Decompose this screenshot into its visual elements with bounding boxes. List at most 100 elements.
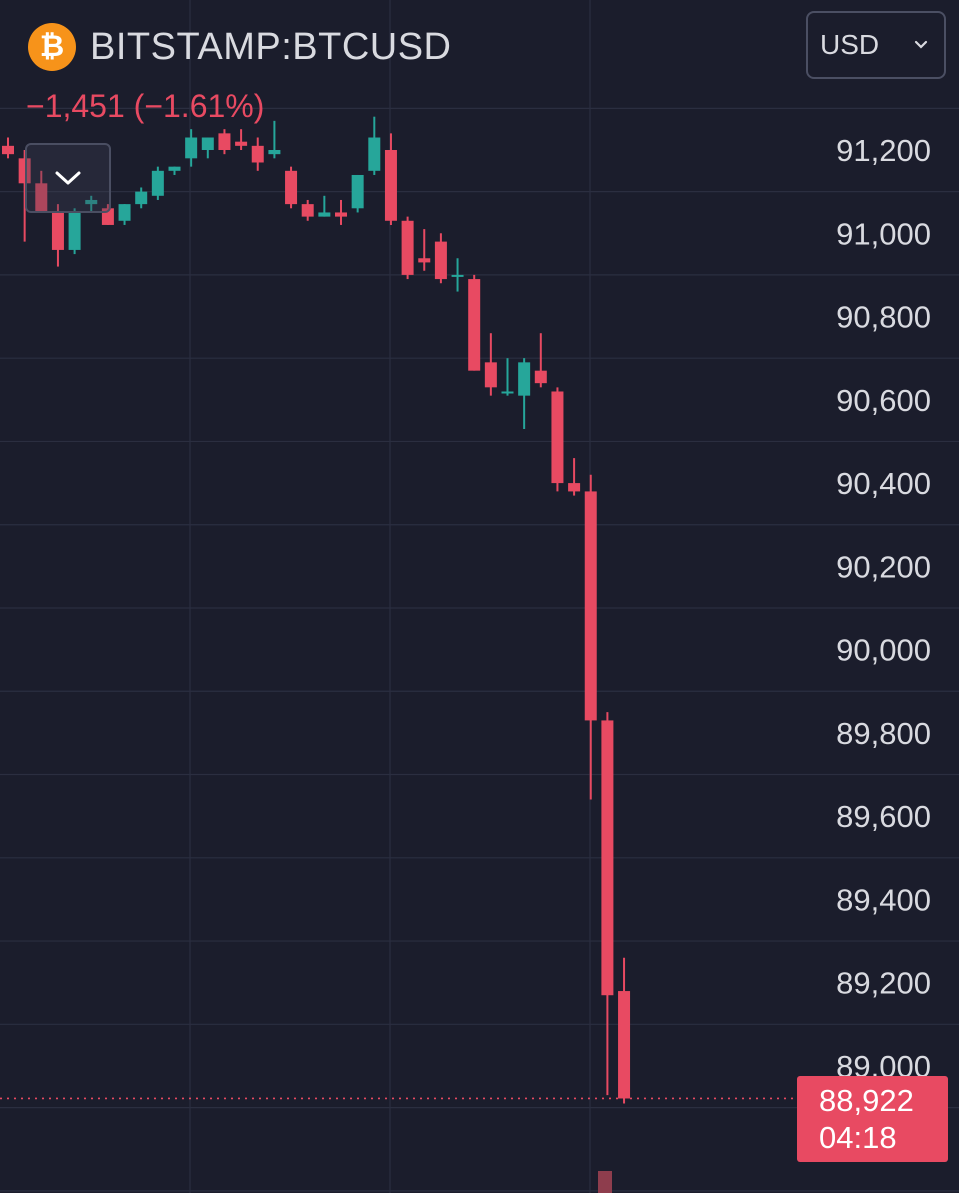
candle (18, 150, 31, 242)
candle-body (35, 183, 48, 213)
candle-body (168, 166, 181, 171)
candle (301, 199, 314, 221)
candle (151, 166, 164, 200)
candle (85, 195, 98, 213)
candle-body (368, 137, 381, 171)
candle (568, 458, 581, 496)
candle (618, 957, 631, 1104)
y-tick-label: 90,200 (836, 549, 931, 584)
candle (551, 387, 564, 492)
candle-body (551, 391, 564, 484)
candle-body (218, 133, 231, 150)
candle (451, 258, 464, 292)
candle (401, 216, 414, 280)
candle (218, 129, 231, 155)
candle (484, 333, 497, 396)
y-tick-label: 90,600 (836, 383, 931, 418)
y-tick-label: 89,600 (836, 799, 931, 834)
chevron-down-icon (55, 171, 81, 185)
candle-body (501, 391, 514, 394)
volume-bar (598, 1171, 612, 1193)
y-tick-label: 91,000 (836, 216, 931, 251)
candles (2, 116, 631, 1104)
candle (135, 187, 148, 209)
candle (601, 712, 614, 1096)
candle-body (2, 145, 14, 155)
candle-body (18, 158, 31, 184)
candle-body (251, 145, 264, 163)
candle-body (51, 212, 64, 250)
candle-body (451, 274, 464, 277)
currency-label: USD (820, 29, 880, 60)
candle (534, 333, 547, 388)
candle-body (118, 204, 131, 221)
candle (118, 204, 131, 225)
candle-body (335, 212, 347, 217)
candle-body (418, 258, 431, 263)
candle (185, 129, 198, 167)
candle (35, 170, 48, 213)
candle (501, 358, 514, 396)
candle (318, 195, 331, 217)
candle (418, 229, 431, 271)
candle-body (151, 170, 164, 196)
candle-body (68, 212, 81, 250)
candle-body (401, 220, 414, 275)
currency-selector[interactable]: USD (806, 11, 946, 79)
candle (235, 129, 248, 150)
candle-body (568, 483, 581, 492)
y-tick-label: 89,400 (836, 882, 931, 917)
candle-body (534, 370, 547, 384)
candle (384, 133, 397, 225)
candle-body (518, 362, 531, 396)
bitcoin-icon: ₿ (28, 23, 76, 71)
candle-body (601, 720, 614, 996)
current-price-label: 88,922 04:18 (797, 1076, 948, 1162)
collapse-button[interactable] (25, 143, 111, 213)
y-tick-label: 90,800 (836, 300, 931, 335)
y-tick-label: 89,200 (836, 966, 931, 1001)
candle (168, 166, 181, 175)
candle (51, 204, 64, 267)
candle-body (318, 212, 331, 217)
symbol-title[interactable]: BITSTAMP:BTCUSD (90, 25, 452, 68)
candle-body (351, 174, 364, 209)
candle (201, 137, 214, 159)
candle-body (135, 191, 148, 205)
candle-body (185, 137, 198, 159)
y-tick-label: 90,000 (836, 633, 931, 668)
candle (518, 358, 531, 429)
candle (584, 474, 597, 800)
price-axis: 91,200 91,000 90,800 90,600 90,400 90,200 90,0… (836, 133, 931, 1084)
candle (335, 199, 347, 225)
candle-body (484, 362, 497, 388)
current-price-value: 88,922 (819, 1083, 914, 1118)
candle-body (618, 991, 631, 1099)
candle (285, 166, 298, 209)
candle-body (201, 137, 214, 150)
candle (251, 137, 264, 171)
candle (268, 120, 281, 159)
y-tick-label: 91,200 (836, 133, 931, 168)
candle-body (268, 150, 281, 155)
price-change: −1,451 (−1.61%) (26, 88, 265, 124)
candle (434, 233, 447, 284)
candle (68, 208, 81, 255)
candle (368, 116, 381, 175)
y-tick-label: 89,800 (836, 716, 931, 751)
candle-body (301, 204, 314, 217)
bar-countdown: 04:18 (819, 1120, 897, 1155)
candle-body (285, 170, 298, 205)
candle-body (85, 199, 98, 205)
candle-body (235, 141, 248, 146)
y-tick-label: 90,400 (836, 466, 931, 501)
chart-header: ₿ BITSTAMP:BTCUSD (28, 22, 452, 72)
chevron-down-icon (914, 40, 928, 49)
candle-body (384, 150, 397, 221)
candle-body (584, 491, 597, 721)
candle (468, 274, 481, 371)
candle (351, 174, 364, 213)
candle (2, 137, 14, 159)
